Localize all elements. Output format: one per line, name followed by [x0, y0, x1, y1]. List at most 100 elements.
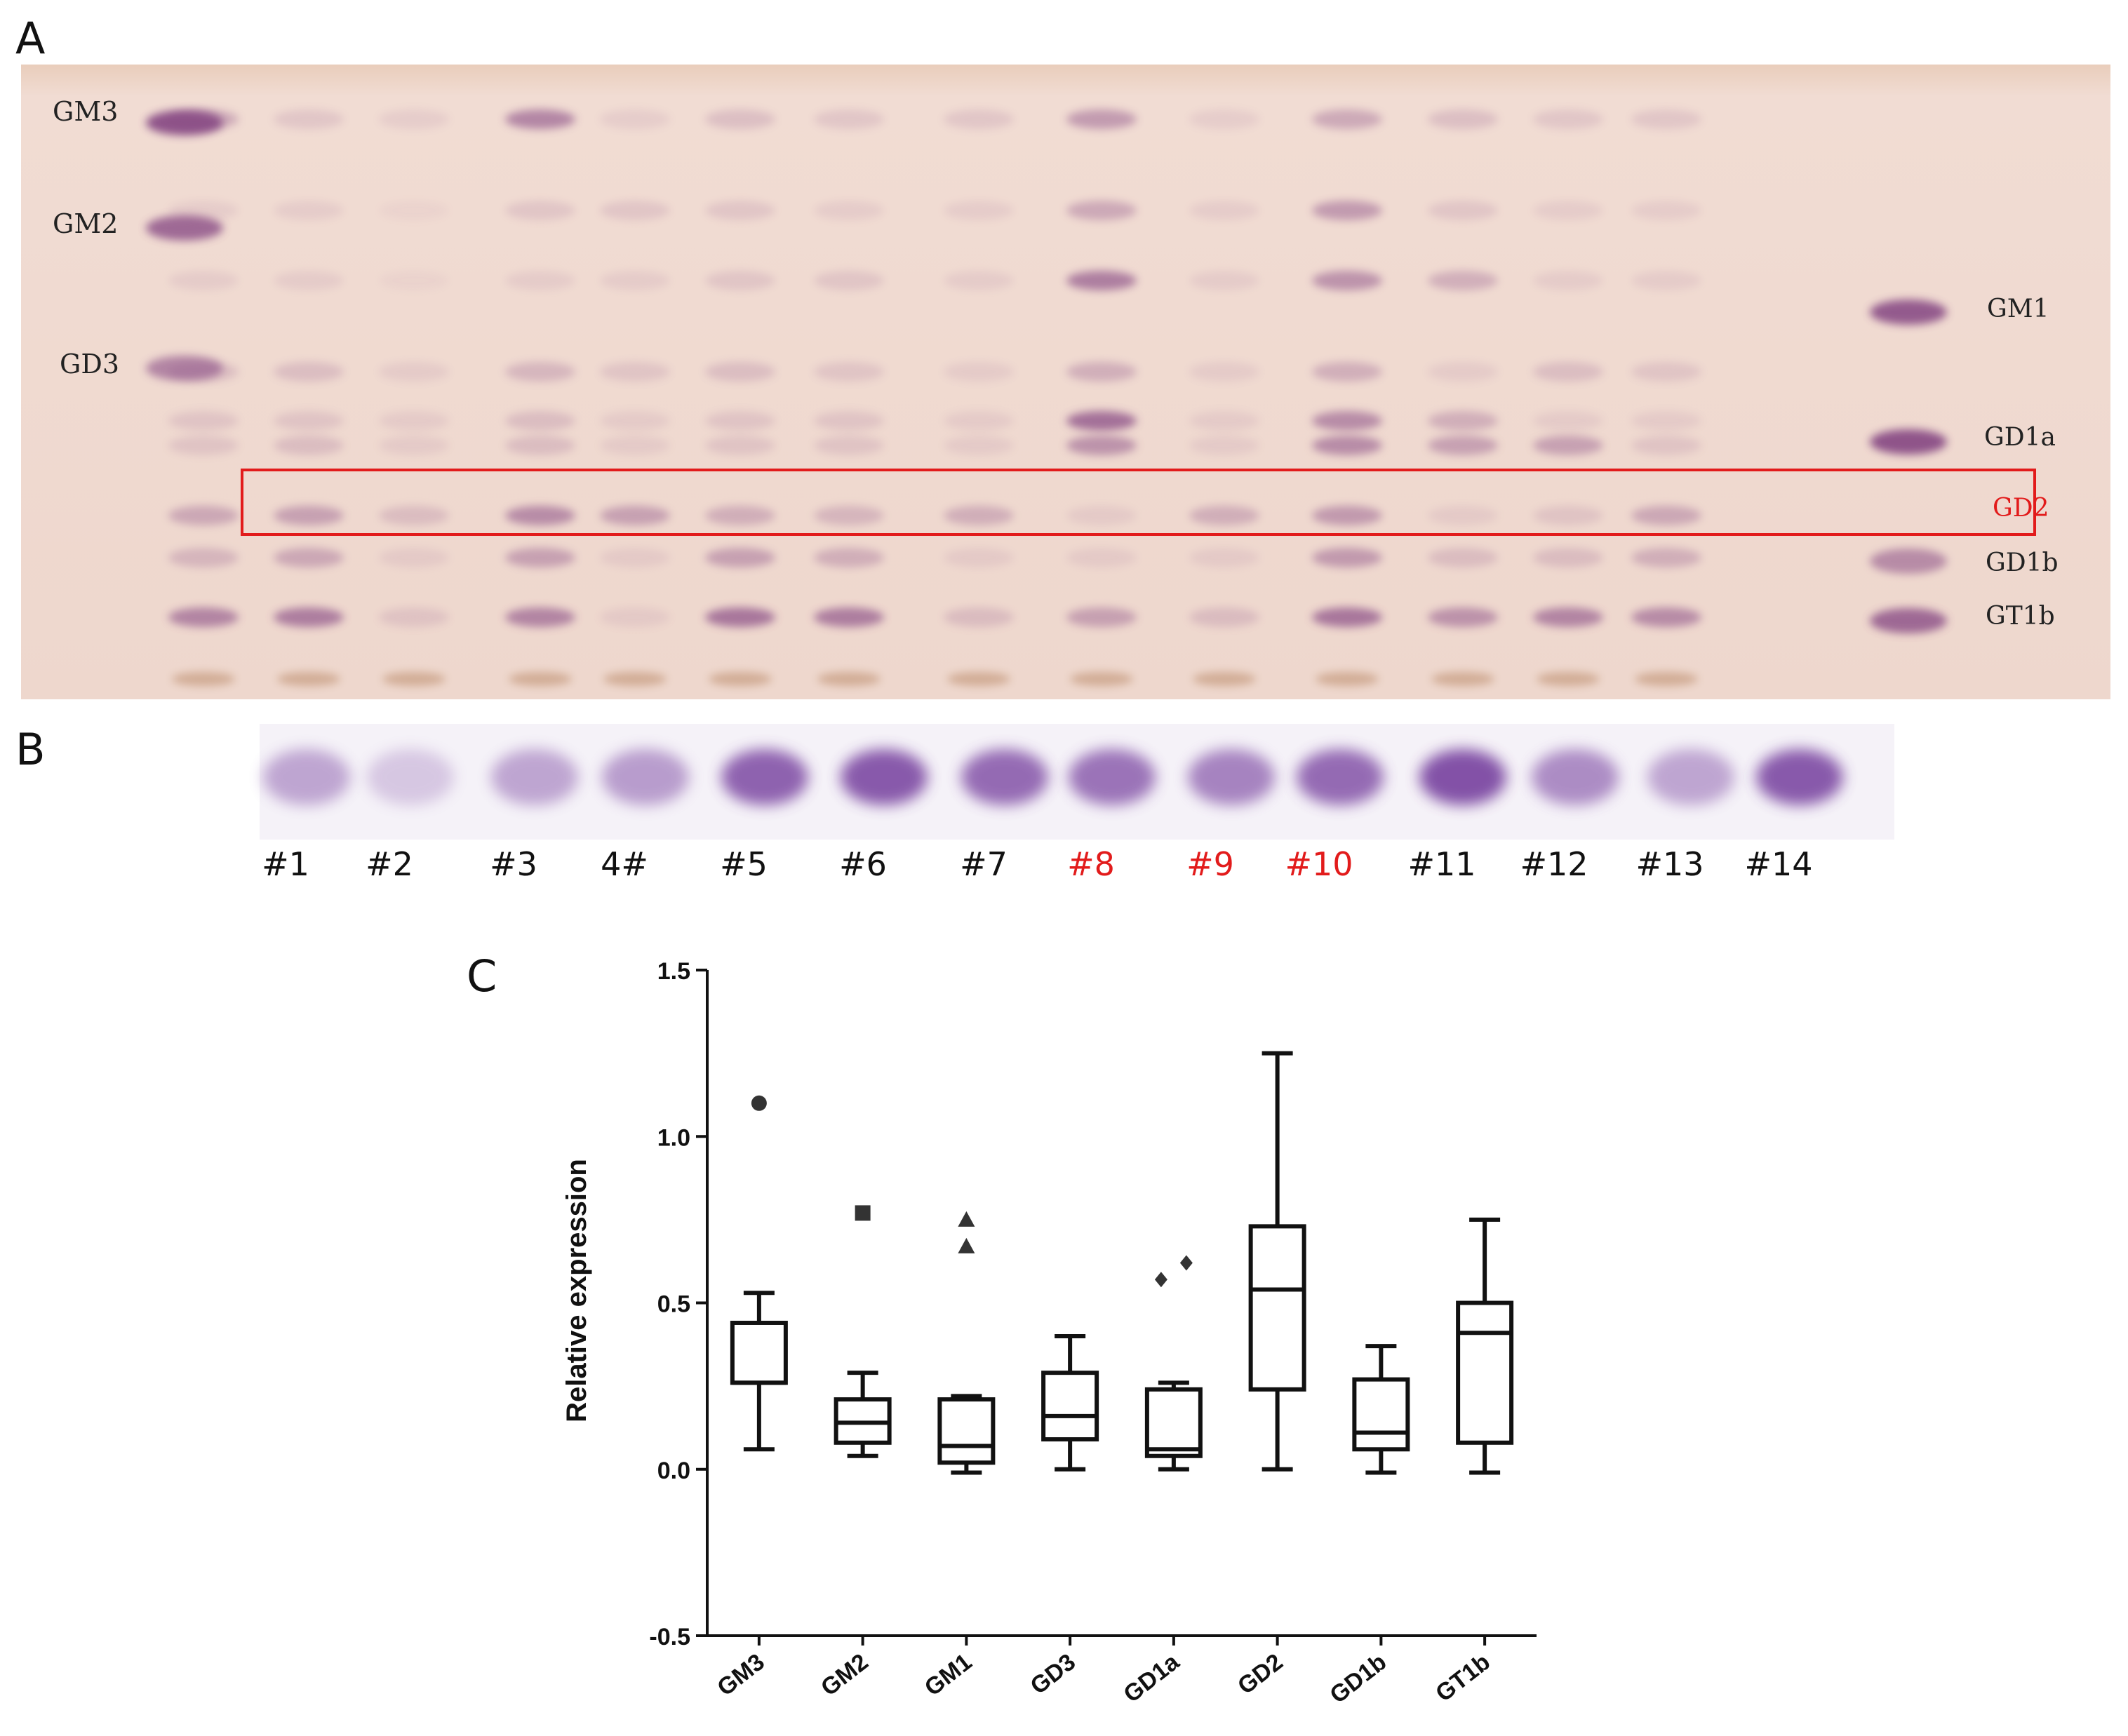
- box-iqr: [1041, 1371, 1099, 1442]
- outlier-point: [855, 1205, 871, 1221]
- sample-band: [505, 109, 575, 129]
- sample-band: [1066, 109, 1137, 129]
- sample-band: [1428, 436, 1498, 455]
- lane-label: #12: [1520, 845, 1588, 883]
- sample-band: [379, 109, 449, 129]
- sample-band: [505, 548, 575, 567]
- sample-band: [168, 436, 239, 455]
- sample-band: [600, 548, 670, 567]
- sample-band: [1189, 548, 1259, 567]
- sample-band: [1066, 607, 1137, 627]
- tlc-plate-figure: GM3 GM2 GD3 GM1 GD1a GD2 GD1b GT1b: [21, 65, 2110, 840]
- sample-band: [379, 436, 449, 455]
- std-band-right: [1870, 549, 1947, 574]
- sample-band: [1428, 109, 1498, 129]
- sample-band: [944, 607, 1014, 627]
- sample-band: [814, 506, 884, 525]
- sample-band: [1312, 362, 1382, 382]
- sample-band: [1189, 201, 1259, 220]
- sample-band: [944, 411, 1014, 431]
- sample-band: [1631, 607, 1701, 627]
- sample-band: [705, 271, 775, 290]
- lane-label: #11: [1407, 845, 1476, 883]
- sample-band: [1428, 271, 1498, 290]
- sample-band: [1189, 362, 1259, 382]
- origin-spot: [947, 672, 1010, 686]
- sample-band: [1312, 607, 1382, 627]
- std-label-gm3: GM3: [53, 96, 118, 127]
- origin-spot: [817, 672, 881, 686]
- sample-band: [379, 411, 449, 431]
- origin-spot: [1070, 672, 1133, 686]
- sample-band: [1312, 271, 1382, 290]
- sample-band: [274, 436, 344, 455]
- sample-band: [168, 607, 239, 627]
- sample-band: [1631, 548, 1701, 567]
- sample-band: [944, 548, 1014, 567]
- sample-band: [1312, 506, 1382, 525]
- strip-spot: [491, 749, 578, 805]
- sample-band: [274, 411, 344, 431]
- sample-band: [1631, 109, 1701, 129]
- sample-band: [1189, 506, 1259, 525]
- sample-band: [274, 548, 344, 567]
- strip-spot: [1297, 749, 1384, 805]
- strip-spot: [1756, 749, 1843, 805]
- sample-band: [1533, 436, 1603, 455]
- sample-band: [705, 362, 775, 382]
- outlier-point: [958, 1211, 975, 1227]
- sample-band: [1533, 506, 1603, 525]
- sample-band: [705, 436, 775, 455]
- lane-label: #3: [490, 845, 537, 883]
- sample-band: [274, 607, 344, 627]
- sample-band: [168, 201, 239, 220]
- strip-spot: [1419, 749, 1506, 805]
- sample-band: [705, 109, 775, 129]
- std-label-gd1b: GD1b: [1986, 549, 2059, 577]
- sample-band: [600, 271, 670, 290]
- sample-band: [1533, 201, 1603, 220]
- outlier-point: [751, 1095, 767, 1111]
- box-iqr: [1144, 1387, 1203, 1458]
- origin-spot: [1316, 672, 1379, 686]
- sample-band: [814, 411, 884, 431]
- sample-band: [1428, 548, 1498, 567]
- sample-band: [1312, 109, 1382, 129]
- sample-band: [600, 506, 670, 525]
- strip-spots: [263, 749, 1843, 805]
- sample-band: [379, 201, 449, 220]
- sample-band: [705, 607, 775, 627]
- x-tick-label: GD2: [1233, 1648, 1287, 1700]
- origin-spot: [277, 672, 340, 686]
- sample-band: [1189, 109, 1259, 129]
- sample-band: [1066, 362, 1137, 382]
- sample-band: [168, 109, 239, 129]
- origin-spot: [1635, 672, 1698, 686]
- lane-label: #6: [839, 845, 887, 883]
- strip-spot: [1647, 749, 1734, 805]
- sample-band: [379, 607, 449, 627]
- lane-label: #8: [1067, 845, 1115, 883]
- x-tick-label: GM2: [816, 1648, 873, 1701]
- gd2-highlight-box: [241, 469, 2036, 536]
- y-tick-label: 1.5: [657, 958, 690, 985]
- sample-band: [1428, 607, 1498, 627]
- sample-band: [1631, 362, 1701, 382]
- y-axis: 1.5 1.0 0.5 0.0 -0.5: [649, 958, 1537, 1650]
- box-series: [730, 1051, 1514, 1475]
- sample-band: [1066, 411, 1137, 431]
- sample-band: [1189, 411, 1259, 431]
- box-iqr: [1352, 1377, 1410, 1452]
- sample-band: [1631, 436, 1701, 455]
- sample-band: [505, 362, 575, 382]
- sample-band: [1066, 271, 1137, 290]
- strip-spot: [721, 749, 808, 805]
- sample-band: [1066, 201, 1137, 220]
- strip-spot: [961, 749, 1048, 805]
- strip-spot: [263, 749, 350, 805]
- sample-band: [705, 548, 775, 567]
- x-tick-label: GD3: [1026, 1648, 1080, 1700]
- y-tick-label: 0.0: [657, 1458, 690, 1484]
- sample-band: [814, 607, 884, 627]
